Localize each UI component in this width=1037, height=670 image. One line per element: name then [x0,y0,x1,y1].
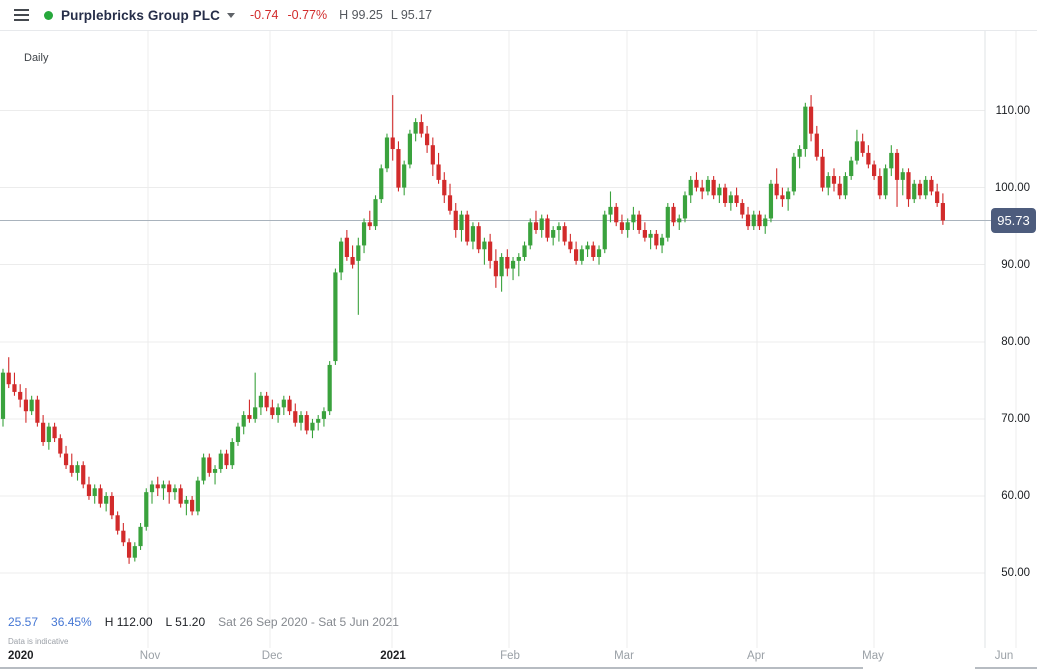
y-axis-label: 60.00 [1001,490,1030,502]
y-axis-label: 90.00 [1001,258,1030,271]
y-axis-label: 70.00 [1001,412,1030,425]
menu-icon[interactable] [14,9,30,21]
range-change: 25.57 [8,615,39,629]
market-open-dot [44,10,53,20]
instrument-selector[interactable]: Purplebricks Group PLC [30,8,235,23]
day-high: H 99.25 [339,8,383,22]
x-axis-label: Jun [994,650,1014,662]
interval-label: Daily [24,52,49,64]
instrument-title: Purplebricks Group PLC [61,7,220,23]
x-axis-label: Feb [500,650,520,662]
range-low: L 51.20 [165,615,206,629]
indicative-data-disclaimer: Data is indicative [8,637,69,646]
range-high: H 112.00 [104,615,153,629]
current-price-badge: 95.73 [991,208,1036,233]
day-low: L 95.17 [390,8,433,22]
price-change: -0.74 [249,8,279,22]
x-axis-label: Apr [747,650,765,662]
price-chart-canvas[interactable] [0,31,1037,648]
x-axis-label: Dec [261,650,283,662]
y-axis-label: 50.00 [1001,567,1030,580]
range-change-percent: 36.45% [51,615,92,629]
range-stats-row: 25.57 36.45% H 112.00 L 51.20 Sat 26 Sep… [8,615,399,629]
x-axis-label: 2021 [380,650,406,662]
chevron-down-icon [226,12,235,18]
date-range: Sat 26 Sep 2020 - Sat 5 Jun 2021 [218,615,399,629]
price-change-percent: -0.77% [287,8,328,22]
y-axis-label: 80.00 [1001,335,1030,348]
x-axis: 2020 Nov Dec 2021 Feb Mar Apr May Jun [0,648,1037,667]
x-axis-label: 2020 [8,650,34,662]
y-axis-label: 100.00 [994,181,1030,194]
top-quote-bar: Purplebricks Group PLC -0.74 -0.77% H 99… [0,0,1037,31]
scrollbar-segment[interactable] [975,667,1037,669]
x-axis-label: May [862,650,884,662]
x-axis-label: Nov [139,650,161,662]
scrollbar-segment[interactable] [0,667,863,669]
y-axis-label: 110.00 [995,104,1030,117]
x-axis-label: Mar [614,650,634,662]
